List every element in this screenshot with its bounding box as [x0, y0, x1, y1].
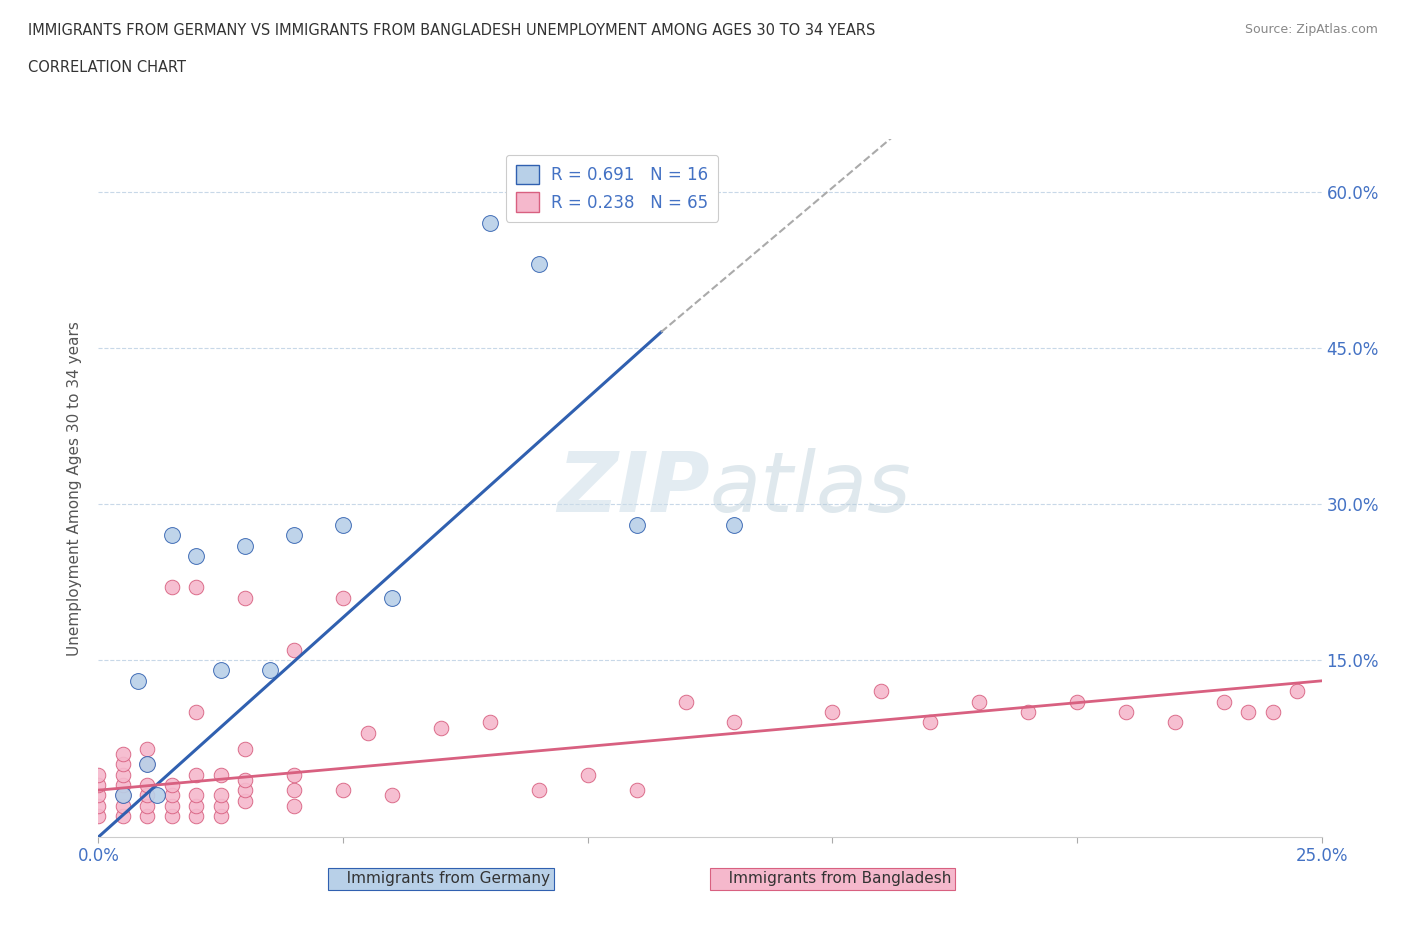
Text: IMMIGRANTS FROM GERMANY VS IMMIGRANTS FROM BANGLADESH UNEMPLOYMENT AMONG AGES 30: IMMIGRANTS FROM GERMANY VS IMMIGRANTS FR… [28, 23, 876, 38]
Point [87, 798, 110, 813]
Point [723, 517, 745, 532]
Point [160, 579, 183, 594]
Text: atlas: atlas [710, 447, 911, 529]
Point [146, 788, 169, 803]
Point [356, 725, 378, 740]
Point [430, 720, 453, 735]
Point [233, 741, 256, 756]
Point [283, 643, 305, 658]
Point [920, 715, 942, 730]
Point [160, 788, 183, 803]
Point [209, 663, 232, 678]
Point [111, 757, 134, 772]
Point [870, 684, 893, 698]
Point [136, 798, 159, 813]
Point [626, 517, 648, 532]
Point [332, 517, 354, 532]
Point [111, 798, 134, 813]
Point [478, 715, 501, 730]
Point [1066, 694, 1088, 709]
Point [186, 579, 208, 594]
Point [259, 663, 281, 678]
Point [87, 809, 110, 824]
Point [136, 757, 159, 772]
Y-axis label: Unemployment Among Ages 30 to 34 years: Unemployment Among Ages 30 to 34 years [67, 321, 83, 656]
Point [127, 673, 149, 688]
Point [283, 783, 305, 798]
Point [1237, 705, 1260, 720]
Point [136, 757, 159, 772]
Point [1164, 715, 1187, 730]
Point [381, 591, 404, 605]
Point [111, 767, 134, 782]
Point [111, 788, 134, 803]
Point [233, 793, 256, 808]
Point [821, 705, 844, 720]
Point [186, 809, 208, 824]
Point [186, 798, 208, 813]
Text: Source: ZipAtlas.com: Source: ZipAtlas.com [1244, 23, 1378, 36]
Point [233, 538, 256, 553]
Point [209, 767, 232, 782]
Point [87, 788, 110, 803]
Point [967, 694, 990, 709]
Point [675, 694, 697, 709]
Point [186, 767, 208, 782]
Point [136, 788, 159, 803]
Point [233, 591, 256, 605]
Point [1115, 705, 1137, 720]
Text: Immigrants from Bangladesh: Immigrants from Bangladesh [714, 871, 950, 886]
Point [1286, 684, 1309, 698]
Point [111, 777, 134, 792]
Point [233, 772, 256, 787]
Text: ZIP: ZIP [557, 447, 710, 529]
Text: CORRELATION CHART: CORRELATION CHART [28, 60, 186, 75]
Point [527, 257, 550, 272]
Point [136, 809, 159, 824]
Point [186, 705, 208, 720]
Legend: R = 0.691   N = 16, R = 0.238   N = 65: R = 0.691 N = 16, R = 0.238 N = 65 [506, 154, 718, 221]
Point [87, 767, 110, 782]
Point [136, 741, 159, 756]
Text: Immigrants from Germany: Immigrants from Germany [332, 871, 550, 886]
Point [332, 591, 354, 605]
Point [723, 715, 745, 730]
Point [233, 783, 256, 798]
Point [209, 809, 232, 824]
Point [87, 777, 110, 792]
Point [332, 783, 354, 798]
Point [186, 549, 208, 564]
Point [381, 788, 404, 803]
Point [478, 216, 501, 231]
Point [209, 788, 232, 803]
Point [283, 767, 305, 782]
Point [186, 788, 208, 803]
Point [160, 527, 183, 542]
Point [1261, 705, 1284, 720]
Point [111, 746, 134, 761]
Point [1017, 705, 1039, 720]
Point [160, 777, 183, 792]
Point [626, 783, 648, 798]
Point [111, 788, 134, 803]
Point [576, 767, 599, 782]
Point [111, 809, 134, 824]
Point [283, 527, 305, 542]
Point [1212, 694, 1234, 709]
Point [527, 783, 550, 798]
Point [160, 798, 183, 813]
Point [160, 809, 183, 824]
Point [136, 777, 159, 792]
Point [209, 798, 232, 813]
Point [283, 798, 305, 813]
